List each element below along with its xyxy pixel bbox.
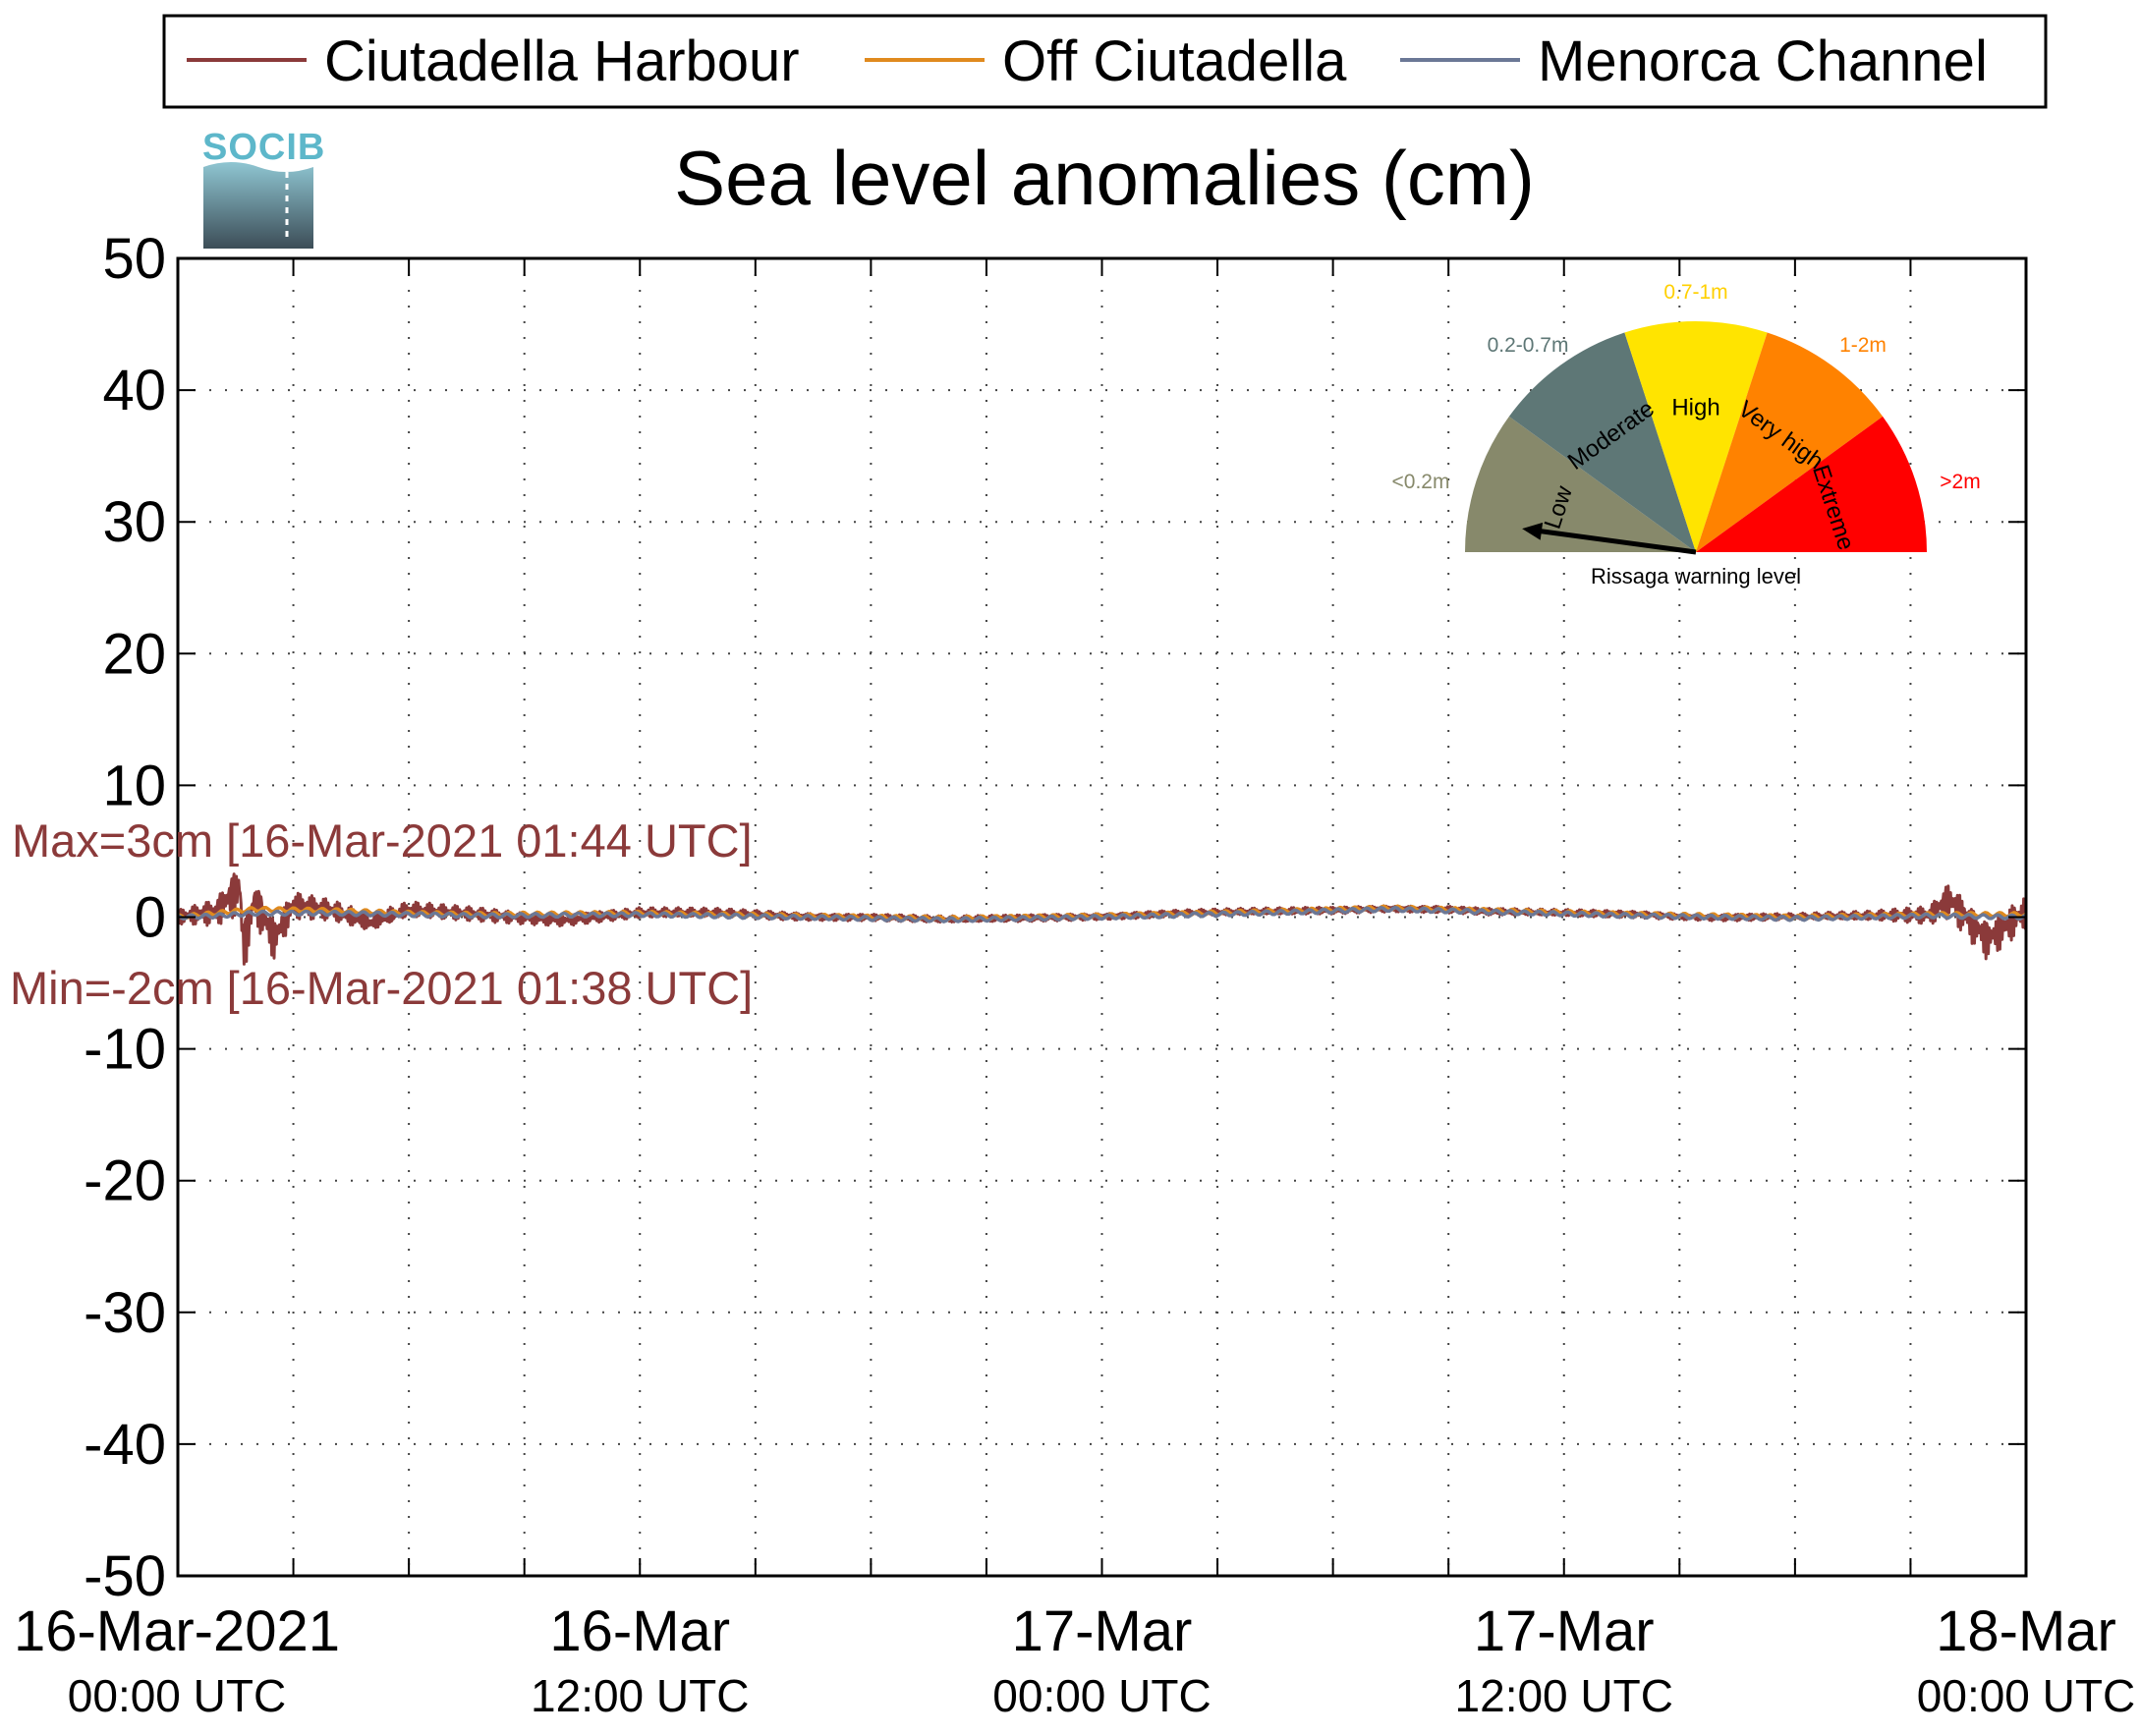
- x-tick-label-time: 00:00 UTC: [992, 1670, 1211, 1721]
- series-line-menorca-channel: [177, 905, 2027, 924]
- x-tick-label-date: 16-Mar: [549, 1599, 730, 1663]
- gauge-segment-high: [1624, 321, 1768, 552]
- gauge-title: Rissaga warning level: [1591, 564, 1801, 588]
- gauge-range-label: >2m: [1940, 471, 1980, 493]
- y-tick-label: 50: [102, 227, 166, 291]
- y-tick-label: 20: [102, 622, 166, 686]
- y-tick-label: 40: [102, 359, 166, 422]
- gauge-range-label: 0.7-1m: [1663, 281, 1727, 304]
- gauge-segment-low: [1465, 416, 1696, 552]
- gauge-segments: [1465, 321, 1927, 552]
- min-annotation: Min=-2cm [16-Mar-2021 01:38 UTC]: [10, 962, 753, 1014]
- logo-text: SOCIB: [202, 127, 325, 168]
- legend-frame: [162, 14, 2048, 109]
- series-layer: [176, 872, 2028, 966]
- y-tick-label: 10: [102, 754, 166, 817]
- gauge-range-label: 0.2-0.7m: [1488, 334, 1569, 357]
- x-tick-label-date: 17-Mar: [1012, 1599, 1193, 1663]
- legend-label-ciutadella-harbour: Ciutadella Harbour: [324, 29, 800, 93]
- gauge-needle: [1535, 528, 1697, 555]
- gauge-segment-very-high: [1696, 332, 1884, 552]
- y-tick-label: -30: [84, 1281, 166, 1345]
- x-tick-label-time: 00:00 UTC: [68, 1670, 286, 1721]
- x-tick-label-date: 16-Mar-2021: [14, 1599, 340, 1663]
- chart-title: Sea level anomalies (cm): [674, 135, 1535, 221]
- ticks: [177, 257, 2027, 1577]
- y-tick-label: 0: [135, 886, 166, 950]
- x-tick-label-time: 12:00 UTC: [531, 1670, 749, 1721]
- legend-label-off-ciutadella: Off Ciutadella: [1002, 29, 1347, 93]
- gauge-needle-arrowhead: [1522, 522, 1544, 540]
- y-tick-labels: 50 40 30 20 10 0 -10 -20 -30 -40 -50: [84, 227, 166, 1608]
- gauge-segment-moderate: [1508, 332, 1696, 552]
- y-tick-label: -20: [84, 1149, 166, 1213]
- gauge-range-label: <0.2m: [1392, 471, 1450, 493]
- max-annotation: Max=3cm [16-Mar-2021 01:44 UTC]: [12, 814, 753, 867]
- y-tick-label: -40: [84, 1413, 166, 1477]
- x-tick-label-time: 12:00 UTC: [1455, 1670, 1673, 1721]
- x-tick-label-date: 18-Mar: [1936, 1599, 2116, 1663]
- gauge-segment-label: High: [1671, 395, 1719, 421]
- gauge-segment-extreme: [1696, 416, 1927, 552]
- socib-logo: SOCIB: [202, 127, 325, 249]
- y-tick-label: -50: [84, 1544, 166, 1608]
- logo-wave: [203, 162, 313, 249]
- gauge-range-label: 1-2m: [1839, 334, 1887, 357]
- x-tick-label-time: 00:00 UTC: [1917, 1670, 2135, 1721]
- legend: Ciutadella Harbour Off Ciutadella Menorc…: [162, 14, 2048, 109]
- y-tick-label: 30: [102, 490, 166, 554]
- x-tick-label-date: 17-Mar: [1474, 1599, 1655, 1663]
- legend-label-menorca-channel: Menorca Channel: [1538, 29, 1988, 93]
- x-tick-labels: 16-Mar-2021 00:00 UTC 16-Mar 12:00 UTC 17-Ma…: [14, 1599, 2135, 1721]
- y-tick-label: -10: [84, 1018, 166, 1082]
